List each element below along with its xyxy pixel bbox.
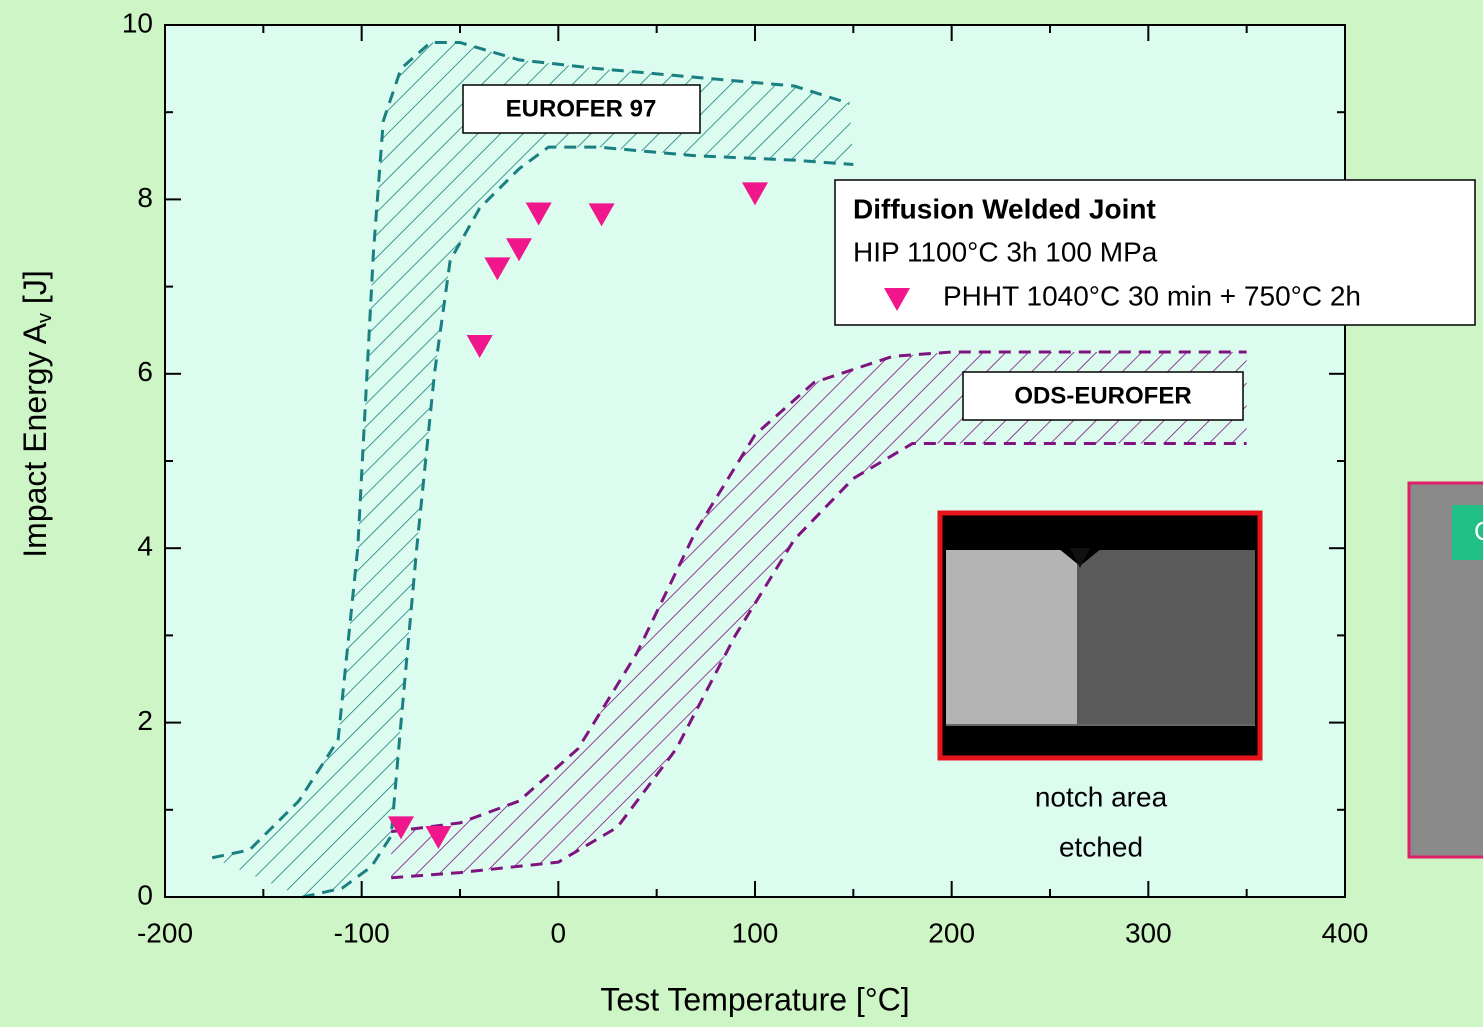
x-tick-label: 300 [1125,917,1172,948]
x-tick-label: 100 [732,917,779,948]
y-tick-label: 10 [122,7,153,38]
x-tick-label: 400 [1322,917,1369,948]
legend-subtitle: HIP 1100°C 3h 100 MPa [853,236,1158,267]
legend-box [834,179,1476,326]
plot-frame [164,24,1346,898]
y-tick-label: 8 [137,182,153,213]
y-axis-title: Impact Energy Av [J] [17,270,56,557]
data-point [506,238,532,262]
y-tick-label: 4 [137,531,153,562]
band-label-box [462,84,701,134]
inset-caption: etched [1059,831,1143,862]
data-point [484,257,511,281]
legend-label: PHHT 1040°C 30 min + 750°C 2h [943,280,1361,311]
band-label: ODS-EUROFER [1014,382,1191,409]
legend-title: Diffusion Welded Joint [853,193,1156,224]
x-tick-label: 0 [551,917,567,948]
band-hatch [391,352,1247,878]
data-point [588,203,615,227]
data-point [388,816,414,840]
inset-image [937,510,1263,761]
band-hatch [212,42,854,897]
y-title-end: [J] [17,270,53,313]
band-label-box [962,371,1244,421]
side-image-tag [1452,505,1483,560]
x-tick-label: -200 [137,917,193,948]
data-point [425,825,452,849]
inset-left [946,550,1077,725]
inset-notch-tip [1070,548,1090,568]
legend-marker [884,288,910,311]
side-image-label: C [1474,516,1483,546]
band-boundary [302,145,854,899]
side-image: C [1407,481,1483,859]
x-tick-label: -100 [334,917,390,948]
x-tick-label: 200 [928,917,975,948]
y-tick-label: 6 [137,356,153,387]
data-point [525,202,552,226]
band-boundary [391,442,1247,880]
y-title-main: Impact Energy A [17,322,53,557]
data-point [466,335,493,359]
x-axis-title: Test Temperature [°C] [600,981,909,1017]
band-label: EUROFER 97 [506,95,657,122]
y-tick-label: 2 [137,705,153,736]
band-boundary [211,40,850,860]
inset-right [1077,550,1255,725]
inset-caption: notch area [1035,781,1168,812]
band-boundary [390,350,1247,834]
y-tick-label: 0 [137,879,153,910]
y-title-sub: v [34,313,56,323]
data-point [742,182,768,206]
